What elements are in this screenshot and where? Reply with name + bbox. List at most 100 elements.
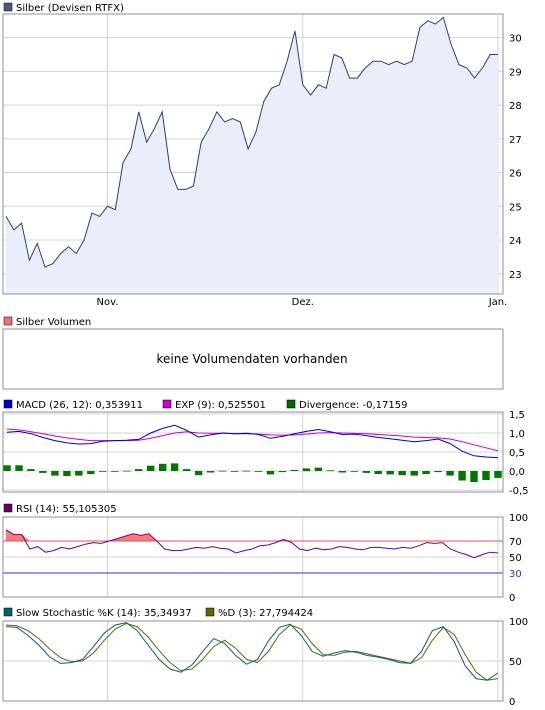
volume-frame	[2, 328, 504, 390]
price-frame	[2, 13, 504, 295]
divergence-bar	[27, 469, 35, 471]
rsi-grid	[3, 516, 503, 598]
divergence-bar	[326, 470, 334, 472]
y-tick-label: 26	[509, 169, 522, 180]
stoch-k-legend: Slow Stochastic %K (14): 35,34937	[16, 608, 192, 619]
stoch-d-line	[5, 622, 499, 681]
macd-y-ticks: 1,5 1,0 0,5 0,0 -0,5	[509, 410, 529, 497]
y-tick-label: 1,5	[509, 410, 525, 421]
divergence-bar	[39, 471, 47, 473]
stoch-d-legend: %D (3): 27,794424	[218, 608, 313, 619]
y-tick-label: 100	[509, 617, 528, 628]
y-tick-label: 50	[509, 553, 522, 564]
divergence-bar	[230, 471, 239, 472]
y-tick-label: 25	[509, 202, 522, 213]
y-tick-label: 0,5	[509, 448, 525, 459]
divergence-bar	[15, 465, 23, 471]
x-label-jan: Jan.	[488, 297, 508, 308]
divergence-bar	[135, 469, 143, 471]
divergence-bar	[302, 468, 311, 472]
stoch-panel: Slow Stochastic %K (14): 35,34937 %D (3)…	[2, 607, 528, 708]
macd-line	[6, 424, 499, 459]
divergence-bar	[182, 469, 191, 471]
macd-legend-swatch	[3, 399, 13, 409]
divergence-bar	[470, 471, 478, 482]
y-tick-label: 30	[509, 34, 522, 45]
price-panel: Silber (Devisen RTFX) 23 24 25 26 27 28 29 30 N…	[2, 2, 522, 308]
divergence-bar	[123, 470, 131, 472]
divergence-bar	[87, 471, 95, 474]
x-label-nov: Nov.	[97, 297, 119, 308]
divergence-bar	[51, 471, 59, 476]
divergence-bar	[398, 471, 406, 476]
price-y-ticks: 23 24 25 26 27 28 29 30	[509, 34, 522, 281]
divergence-bar	[194, 471, 203, 476]
price-line	[5, 16, 498, 268]
y-tick-label: 50	[509, 657, 522, 668]
divergence-bar	[422, 471, 430, 474]
y-tick-label: 1,0	[509, 429, 525, 440]
y-tick-label: 100	[509, 513, 528, 524]
divergence-bar	[386, 471, 394, 475]
y-tick-label: -0,5	[509, 486, 529, 497]
divergence-bar	[482, 471, 490, 481]
divergence-bar	[206, 471, 215, 473]
divergence-bar	[3, 465, 11, 471]
stoch-k-line	[5, 622, 499, 681]
macd-legend: MACD (26, 12): 0,353911	[16, 400, 143, 411]
y-tick-label: 24	[509, 236, 522, 247]
divergence-bar	[242, 470, 251, 472]
volume-legend-swatch	[3, 316, 13, 326]
y-tick-label: 29	[509, 67, 522, 78]
divergence-bar	[494, 471, 502, 478]
divergence-bar	[170, 463, 179, 471]
y-tick-label: 30	[509, 569, 522, 580]
exp-line	[6, 428, 499, 452]
divergence-bar	[159, 463, 167, 471]
rsi-line	[5, 529, 499, 559]
rsi-overbought-fill	[6, 529, 498, 541]
exp-legend: EXP (9): 0,525501	[175, 400, 266, 411]
divergence-bar	[99, 471, 107, 472]
macd-grid	[3, 412, 503, 492]
stoch-frame	[2, 620, 504, 702]
divergence-bar	[63, 471, 71, 476]
exp-legend-swatch	[162, 399, 172, 409]
divergence-bar	[314, 467, 323, 471]
y-tick-label: 27	[509, 135, 522, 146]
rsi-frame	[2, 516, 504, 598]
divergence-bar	[218, 470, 227, 472]
divergence-bar	[147, 465, 155, 471]
divergence-bar	[75, 471, 83, 476]
divergence-bar	[410, 471, 418, 476]
divergence-legend-swatch	[286, 399, 296, 409]
x-label-dez: Dez.	[292, 297, 314, 308]
divergence-bar	[374, 471, 382, 474]
macd-panel: MACD (26, 12): 0,353911 EXP (9): 0,52550…	[2, 399, 529, 497]
divergence-bars	[3, 463, 502, 482]
divergence-bar	[446, 471, 454, 476]
divergence-bar	[254, 471, 263, 472]
y-tick-label: 70	[509, 537, 522, 548]
rsi-legend-swatch	[3, 503, 13, 513]
macd-frame	[2, 411, 504, 493]
volume-panel: Silber Volumen keine Volumendaten vorhan…	[2, 316, 504, 390]
divergence-bar	[350, 471, 358, 472]
stoch-y-ticks: 100 50 0	[509, 617, 528, 708]
y-tick-label: 0	[509, 697, 515, 708]
divergence-legend: Divergence: -0,17159	[299, 400, 407, 411]
rsi-legend: RSI (14): 55,105305	[16, 504, 117, 515]
price-legend-swatch	[3, 2, 13, 12]
volume-legend: Silber Volumen	[16, 317, 91, 328]
y-tick-label: 0,0	[509, 467, 525, 478]
price-legend: Silber (Devisen RTFX)	[16, 3, 124, 14]
volume-message: keine Volumendaten vorhanden	[156, 352, 347, 366]
y-tick-label: 23	[509, 270, 522, 281]
y-tick-label: 28	[509, 101, 522, 112]
divergence-bar	[362, 471, 370, 473]
stoch-d-legend-swatch	[205, 607, 215, 617]
divergence-bar	[290, 469, 299, 471]
rsi-y-ticks: 100 70 50 30 0	[509, 513, 528, 604]
price-area	[6, 17, 498, 295]
